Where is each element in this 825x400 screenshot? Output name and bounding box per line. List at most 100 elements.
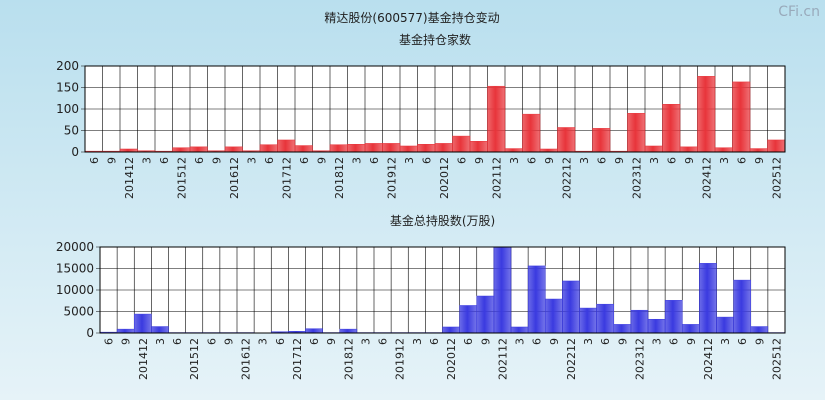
bar — [347, 144, 366, 153]
x-tick-label: 6 — [368, 157, 381, 164]
bar — [630, 309, 649, 334]
chart-title: 基金总持股数(万股) — [390, 213, 495, 228]
bar — [613, 324, 632, 334]
x-tick-label: 3 — [403, 157, 416, 164]
x-tick-label: 202512 — [770, 338, 783, 380]
x-tick-label: 9 — [479, 338, 492, 345]
bar — [339, 328, 358, 334]
x-tick-label: 3 — [350, 157, 363, 164]
bar — [151, 326, 169, 334]
x-tick-label: 9 — [325, 338, 338, 345]
bar — [510, 326, 529, 334]
y-tick-label: 50 — [64, 124, 79, 138]
x-tick-label: 9 — [473, 157, 486, 164]
x-tick-label: 3 — [582, 338, 595, 345]
x-tick-label: 6 — [428, 338, 441, 345]
bar — [592, 128, 611, 153]
x-tick-label: 6 — [455, 157, 468, 164]
bar — [493, 246, 512, 334]
y-tick-label: 5000 — [63, 305, 94, 319]
x-tick-label: 9 — [222, 338, 235, 345]
x-tick-label: 6 — [525, 157, 538, 164]
x-tick-label: 3 — [140, 157, 153, 164]
x-tick-label: 3 — [257, 338, 270, 345]
bar — [527, 265, 546, 334]
bar — [682, 324, 700, 334]
x-tick-label: 201912 — [394, 338, 407, 380]
bar — [504, 148, 523, 153]
bar — [172, 147, 191, 153]
bar — [459, 305, 477, 334]
x-tick-label: 6 — [736, 338, 749, 345]
x-tick-label: 202212 — [560, 157, 573, 199]
bar — [469, 141, 488, 153]
x-tick-label: 9 — [120, 338, 133, 345]
chart-title: 基金持仓家数 — [399, 32, 471, 47]
x-tick-label: 3 — [514, 338, 527, 345]
bar — [627, 113, 646, 153]
bar — [545, 298, 563, 334]
x-tick-label: 6 — [531, 338, 544, 345]
bar — [329, 144, 348, 153]
bar — [697, 76, 716, 153]
x-tick-label: 202212 — [565, 338, 578, 380]
x-tick-label: 3 — [411, 338, 424, 345]
x-tick-label: 6 — [158, 157, 171, 164]
x-tick-label: 3 — [648, 157, 661, 164]
x-tick-label: 202512 — [770, 157, 783, 199]
x-tick-label: 6 — [171, 338, 184, 345]
x-tick-label: 9 — [616, 338, 629, 345]
x-tick-label: 6 — [599, 338, 612, 345]
bar — [699, 263, 717, 334]
x-tick-label: 201612 — [240, 338, 253, 380]
x-tick-label: 202112 — [496, 338, 509, 380]
bar — [189, 146, 208, 153]
bar — [452, 135, 471, 153]
y-tick-label: 0 — [86, 326, 94, 340]
x-tick-label: 201812 — [342, 338, 355, 380]
x-tick-label: 6 — [420, 157, 433, 164]
plot-border — [84, 65, 786, 153]
x-tick-label: 6 — [298, 157, 311, 164]
x-tick-label: 9 — [548, 338, 561, 345]
x-tick-label: 6 — [668, 338, 681, 345]
x-tick-label: 9 — [683, 157, 696, 164]
x-tick-label: 9 — [613, 157, 626, 164]
y-tick-label: 100 — [56, 102, 79, 116]
x-tick-label: 201712 — [280, 157, 293, 199]
x-tick-label: 6 — [735, 157, 748, 164]
x-tick-label: 6 — [308, 338, 321, 345]
x-tick-label: 3 — [651, 338, 664, 345]
x-tick-label: 202312 — [633, 338, 646, 380]
x-tick-label: 6 — [263, 157, 276, 164]
bar — [476, 295, 495, 334]
x-tick-label: 202112 — [490, 157, 503, 199]
x-tick-label: 6 — [205, 338, 218, 345]
bar — [679, 146, 698, 153]
x-tick-label: 9 — [753, 157, 766, 164]
bar — [259, 144, 278, 153]
x-tick-label: 201812 — [333, 157, 346, 199]
x-tick-label: 202412 — [702, 338, 715, 380]
bar — [732, 81, 751, 153]
bar — [750, 326, 769, 334]
watermark: CFi.cn — [778, 4, 820, 20]
x-tick-label: 201512 — [188, 338, 201, 380]
bar — [714, 147, 733, 153]
x-tick-label: 201412 — [123, 157, 136, 199]
bar — [277, 139, 296, 153]
x-tick-label: 201612 — [228, 157, 241, 199]
bar — [664, 300, 683, 334]
bar — [557, 127, 576, 153]
bar — [749, 148, 768, 153]
bar — [305, 328, 323, 334]
x-tick-label: 9 — [105, 157, 118, 164]
x-tick-label: 201912 — [385, 157, 398, 199]
x-tick-label: 3 — [718, 157, 731, 164]
x-tick-label: 201512 — [175, 157, 188, 199]
x-tick-label: 9 — [210, 157, 223, 164]
bar — [522, 113, 541, 153]
x-tick-label: 9 — [543, 157, 556, 164]
